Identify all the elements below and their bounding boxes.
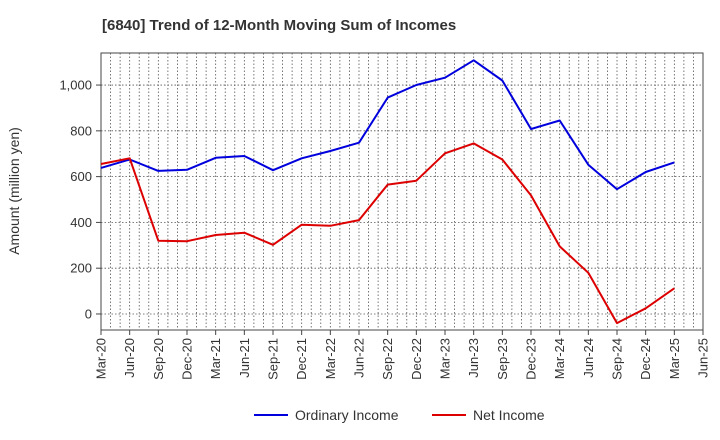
x-tick-label: Mar-20 xyxy=(94,338,109,379)
y-tick-label: 600 xyxy=(70,169,92,184)
x-tick-label: Jun-25 xyxy=(696,338,711,378)
x-tick-label: Sep-20 xyxy=(151,338,166,380)
legend-label-net-income: Net Income xyxy=(473,407,545,423)
series-line-ordinary-income xyxy=(100,59,675,191)
x-tick-label: Dec-20 xyxy=(180,338,195,380)
x-tick-label: Sep-23 xyxy=(495,338,510,380)
x-tick-label: Sep-21 xyxy=(266,338,281,380)
y-axis-title: Amount (million yen) xyxy=(6,127,22,255)
x-tick-label: Sep-22 xyxy=(380,338,395,380)
x-tick-label: Dec-24 xyxy=(638,338,653,380)
y-tick-label: 200 xyxy=(70,261,92,276)
legend: Ordinary Income Net Income xyxy=(254,407,545,423)
x-tick-label: Jun-20 xyxy=(122,338,137,378)
grid xyxy=(101,53,703,330)
series-layer xyxy=(100,59,675,325)
x-tick-label: Dec-23 xyxy=(524,338,539,380)
x-tick-label: Mar-23 xyxy=(438,338,453,379)
y-tick-label: 0 xyxy=(85,306,92,321)
legend-label-ordinary-income: Ordinary Income xyxy=(295,407,399,423)
series-line-net-income xyxy=(100,142,675,325)
x-tick-label: Jun-24 xyxy=(581,338,596,378)
y-tick-label: 800 xyxy=(70,123,92,138)
x-axis: Mar-20 Jun-20 Sep-20 Dec-20 Mar-21 Jun-21 Sep-… xyxy=(94,330,711,380)
y-tick-label: 400 xyxy=(70,215,92,230)
x-tick-label: Mar-24 xyxy=(552,338,567,379)
x-tick-label: Jun-22 xyxy=(352,338,367,378)
x-tick-label: Jun-23 xyxy=(466,338,481,378)
x-tick-label: Mar-21 xyxy=(208,338,223,379)
legend-item-net-income: Net Income xyxy=(432,407,545,423)
x-tick-label: Dec-22 xyxy=(409,338,424,380)
x-tick-label: Mar-22 xyxy=(323,338,338,379)
chart-title: [6840] Trend of 12-Month Moving Sum of I… xyxy=(102,17,456,34)
plot-area xyxy=(100,52,704,331)
x-tick-label: Mar-25 xyxy=(667,338,682,379)
x-tick-label: Sep-24 xyxy=(610,338,625,380)
x-tick-label: Dec-21 xyxy=(294,338,309,380)
y-tick-label: 1,000 xyxy=(59,78,92,93)
y-axis: 0 200 400 600 800 1,000 xyxy=(59,78,101,321)
x-tick-label: Jun-21 xyxy=(237,338,252,378)
legend-item-ordinary-income: Ordinary Income xyxy=(254,407,399,423)
